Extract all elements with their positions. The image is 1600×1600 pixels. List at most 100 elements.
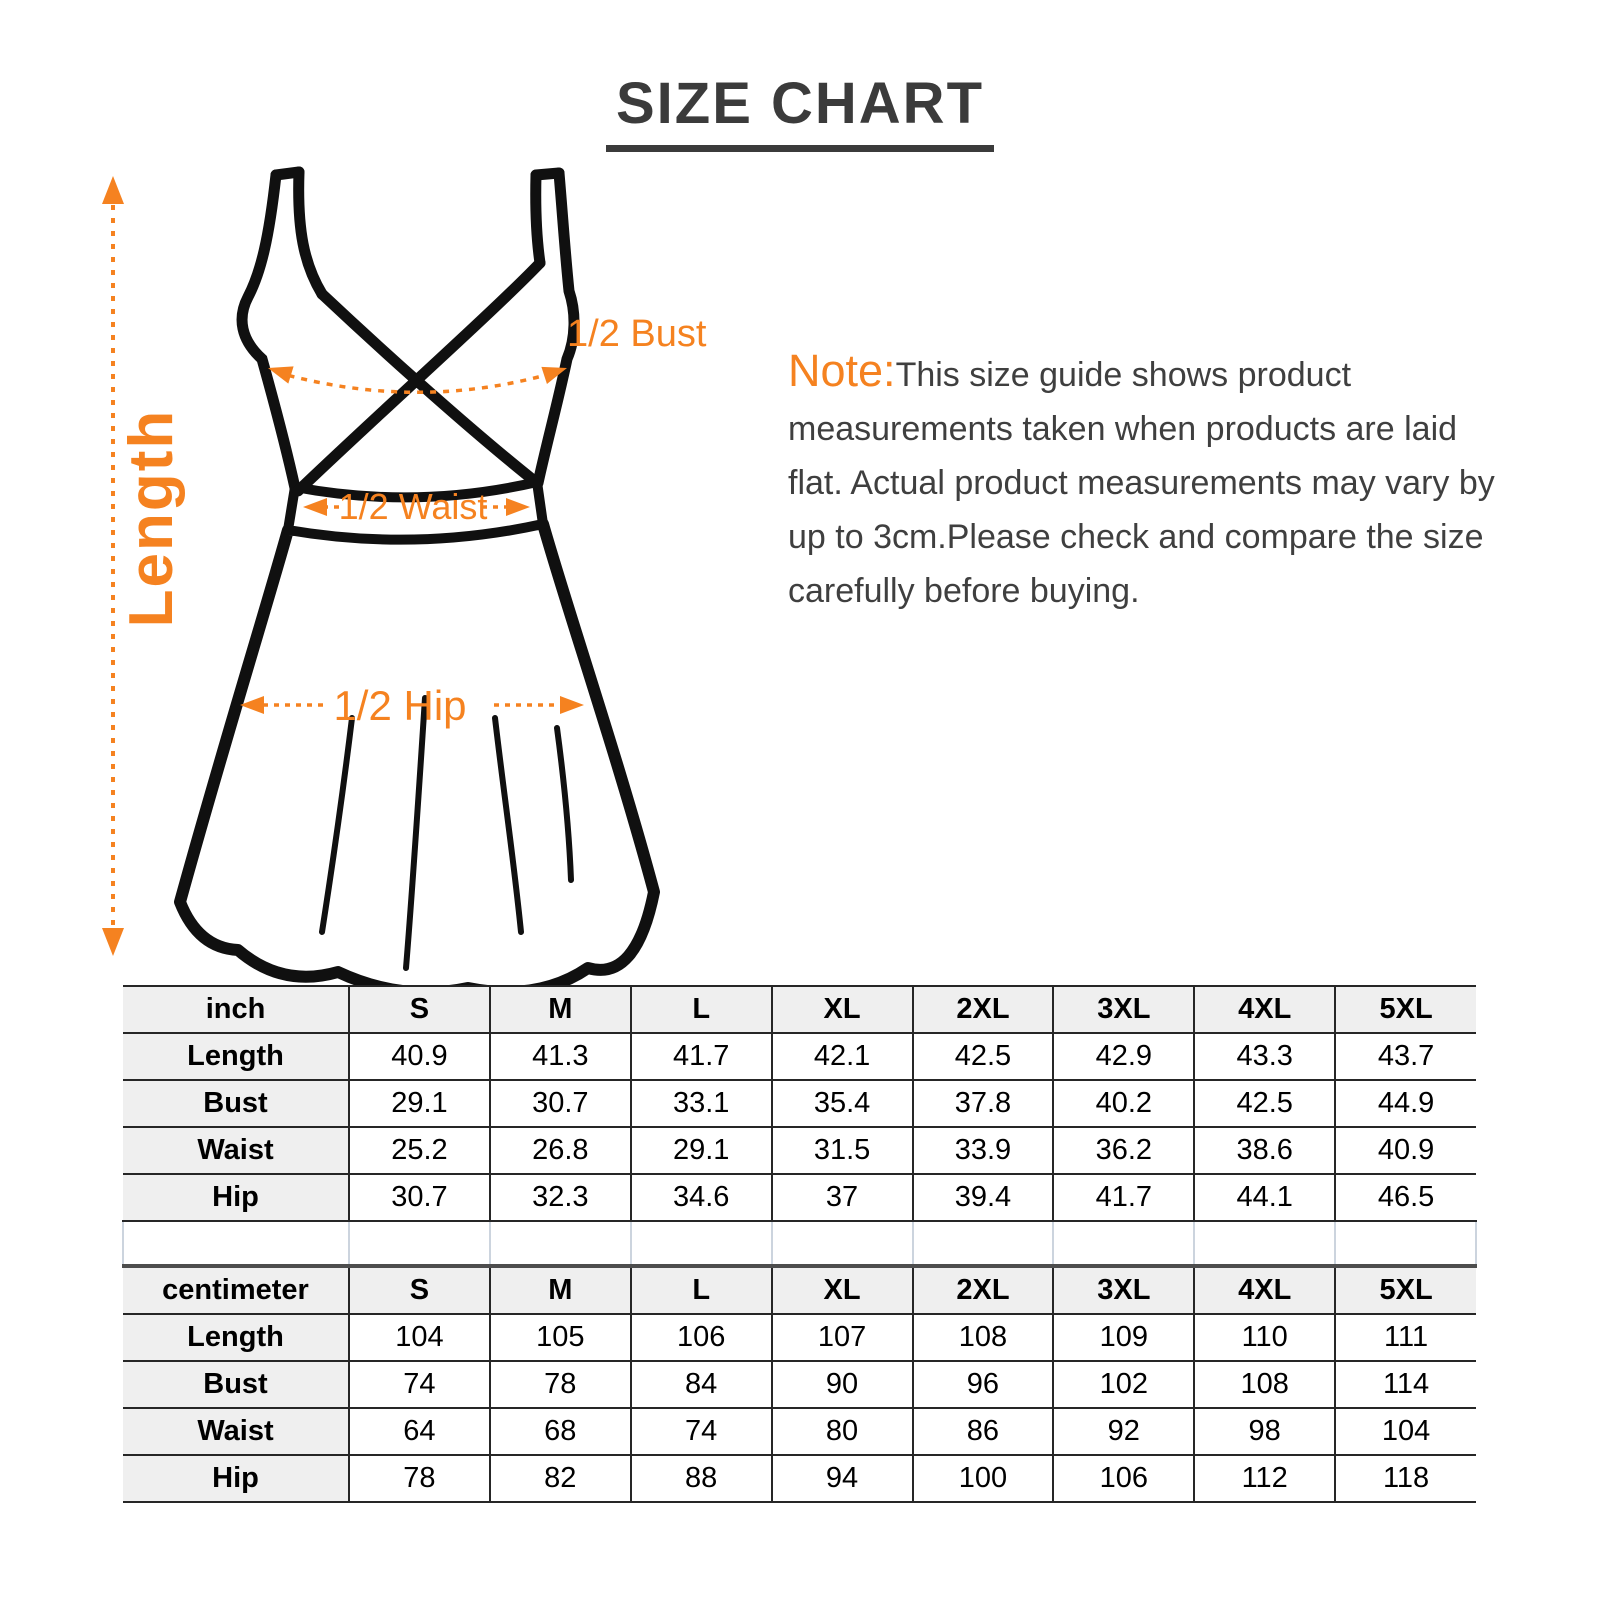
- measure-value: 74: [348, 1360, 491, 1409]
- size-tables-section: inch S M L XL 2XL 3XL 4XL 5XL Length 40.9 41.3 41.7 4…: [122, 985, 1477, 1503]
- measure-value: 40.9: [1334, 1126, 1476, 1175]
- measure-value: 37: [770, 1173, 914, 1222]
- measure-value: 94: [770, 1454, 914, 1503]
- page-title: SIZE CHART: [606, 70, 994, 152]
- measure-value: 36.2: [1052, 1126, 1196, 1175]
- measure-value: 29.1: [348, 1079, 491, 1128]
- size-table-body: inch S M L XL 2XL 3XL 4XL 5XL Length 40.9 41.3 41.7 4…: [122, 985, 1477, 1503]
- measure-value: 43.7: [1334, 1032, 1476, 1081]
- measure-value: 43.3: [1193, 1032, 1337, 1081]
- inch-unit-header: inch: [123, 985, 350, 1034]
- spacer-cell: [488, 1221, 632, 1266]
- size-header-S: S: [348, 985, 491, 1034]
- dress-bodice: [236, 166, 580, 497]
- measure-value: 38.6: [1193, 1126, 1337, 1175]
- measure-value: 46.5: [1334, 1173, 1476, 1222]
- spacer-cell: [1193, 1221, 1337, 1266]
- size-header-2XL: 2XL: [911, 1264, 1055, 1315]
- measure-value: 30.7: [488, 1079, 632, 1128]
- measure-value: 78: [488, 1360, 632, 1409]
- inch-row-bust: Bust 29.1 30.7 33.1 35.4 37.8 40.2 42.5 44.9: [123, 1079, 1476, 1128]
- hip-arrow: [240, 696, 584, 714]
- length-label: Length: [117, 409, 186, 628]
- centimeter-row-length: Length 104 105 106 107 108 109 110 111: [123, 1313, 1476, 1362]
- size-header-2XL: 2XL: [911, 985, 1055, 1034]
- measure-value: 74: [629, 1407, 773, 1456]
- measure-value: 40.9: [348, 1032, 491, 1081]
- measure-value: 84: [629, 1360, 773, 1409]
- measure-value: 31.5: [770, 1126, 914, 1175]
- spacer-cell: [911, 1221, 1055, 1266]
- spacer-cell: [770, 1221, 914, 1266]
- note-body: This size guide shows product measuremen…: [788, 356, 1495, 610]
- spacer-cell: [1334, 1221, 1477, 1266]
- measure-value: 108: [1193, 1360, 1337, 1409]
- measure-value: 32.3: [488, 1173, 632, 1222]
- spacer-cell: [122, 1221, 350, 1266]
- measure-value: 105: [488, 1313, 632, 1362]
- size-header-M: M: [488, 1264, 632, 1315]
- measure-value: 104: [1334, 1407, 1476, 1456]
- measure-value: 33.1: [629, 1079, 773, 1128]
- measure-value: 37.8: [911, 1079, 1055, 1128]
- measure-value: 33.9: [911, 1126, 1055, 1175]
- measure-value: 30.7: [348, 1173, 491, 1222]
- note-prefix: Note:: [788, 345, 896, 396]
- centimeter-row-waist: Waist 64 68 74 80 86 92 98 104: [123, 1407, 1476, 1456]
- measure-value: 64: [348, 1407, 491, 1456]
- measure-value: 41.7: [1052, 1173, 1196, 1222]
- measure-label: Bust: [123, 1360, 350, 1409]
- measure-value: 104: [348, 1313, 491, 1362]
- measure-value: 98: [1193, 1407, 1337, 1456]
- measure-value: 26.8: [488, 1126, 632, 1175]
- size-header-XL: XL: [770, 1264, 914, 1315]
- measure-value: 34.6: [629, 1173, 773, 1222]
- dress-skirt: [174, 518, 660, 999]
- measure-value: 88: [629, 1454, 773, 1503]
- measure-value: 35.4: [770, 1079, 914, 1128]
- size-header-3XL: 3XL: [1052, 985, 1196, 1034]
- size-header-5XL: 5XL: [1334, 985, 1476, 1034]
- spacer-cell: [348, 1221, 491, 1266]
- measure-value: 42.5: [1193, 1079, 1337, 1128]
- size-header-4XL: 4XL: [1193, 985, 1337, 1034]
- hip-label: 1/2 Hip: [333, 682, 466, 729]
- measure-value: 111: [1334, 1313, 1476, 1362]
- measure-value: 102: [1052, 1360, 1196, 1409]
- size-header-M: M: [488, 985, 632, 1034]
- measure-label: Length: [123, 1313, 350, 1362]
- measure-value: 41.7: [629, 1032, 773, 1081]
- measure-value: 44.9: [1334, 1079, 1476, 1128]
- measure-label: Waist: [123, 1407, 350, 1456]
- measure-value: 42.9: [1052, 1032, 1196, 1081]
- measure-value: 106: [629, 1313, 773, 1362]
- measure-value: 109: [1052, 1313, 1196, 1362]
- measure-value: 39.4: [911, 1173, 1055, 1222]
- measure-value: 107: [770, 1313, 914, 1362]
- measure-value: 118: [1334, 1454, 1476, 1503]
- size-header-XL: XL: [770, 985, 914, 1034]
- measure-label: Waist: [123, 1126, 350, 1175]
- size-header-S: S: [348, 1264, 491, 1315]
- measure-value: 44.1: [1193, 1173, 1337, 1222]
- measure-value: 78: [348, 1454, 491, 1503]
- measure-value: 108: [911, 1313, 1055, 1362]
- measure-value: 82: [488, 1454, 632, 1503]
- centimeter-header-row: centimeter S M L XL 2XL 3XL 4XL 5XL: [123, 1264, 1476, 1315]
- measure-label: Hip: [123, 1173, 350, 1222]
- size-header-L: L: [629, 985, 773, 1034]
- note-paragraph: Note:This size guide shows product measu…: [788, 344, 1514, 618]
- measure-value: 112: [1193, 1454, 1337, 1503]
- size-table: inch S M L XL 2XL 3XL 4XL 5XL Length 40.9 41.3 41.7 4…: [122, 985, 1477, 1503]
- table-spacer-row: [122, 1221, 1477, 1266]
- inch-row-waist: Waist 25.2 26.8 29.1 31.5 33.9 36.2 38.6 40.9: [123, 1126, 1476, 1175]
- skirt-pleat-lines: [319, 695, 574, 971]
- measure-value: 110: [1193, 1313, 1337, 1362]
- bust-label: 1/2 Bust: [567, 313, 707, 355]
- centimeter-row-bust: Bust 74 78 84 90 96 102 108 114: [123, 1360, 1476, 1409]
- dress-diagram: Length 1/2 Bust 1/2 Waist 1/2 Hip: [102, 166, 707, 999]
- measure-value: 86: [911, 1407, 1055, 1456]
- centimeter-row-hip: Hip 78 82 88 94 100 106 112 118: [123, 1454, 1476, 1503]
- measure-value: 106: [1052, 1454, 1196, 1503]
